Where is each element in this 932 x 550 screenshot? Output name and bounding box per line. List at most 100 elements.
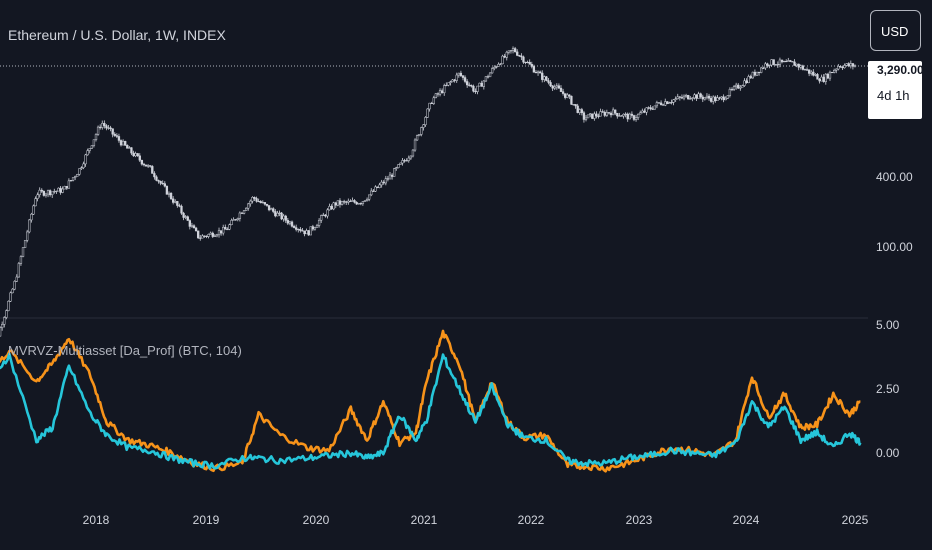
- candle-body: [86, 150, 89, 156]
- candle-body: [211, 232, 214, 237]
- candle-body: [228, 224, 231, 230]
- candle-body: [230, 220, 233, 226]
- candle-body: [363, 200, 367, 202]
- time-axis-tick: 2018: [82, 513, 110, 527]
- candle-body: [851, 63, 855, 67]
- candle-body: [816, 74, 819, 80]
- candle-body: [161, 182, 164, 185]
- candle-body: [636, 113, 640, 118]
- candle-body: [299, 228, 302, 231]
- candle-body: [67, 180, 71, 189]
- candle-body: [807, 69, 811, 74]
- candle-body: [3, 317, 6, 325]
- candle-body: [572, 104, 575, 106]
- candle-body: [336, 200, 340, 206]
- candle-body: [217, 230, 221, 236]
- candle-body: [482, 80, 485, 87]
- candle-body: [53, 191, 56, 193]
- candle-body: [682, 95, 686, 99]
- candle-body: [543, 76, 546, 80]
- candle-body: [28, 219, 31, 233]
- candle-body: [32, 205, 35, 215]
- candle-body: [286, 220, 289, 224]
- candle-body: [36, 194, 39, 199]
- candle-body: [605, 112, 609, 116]
- candle-body: [126, 145, 129, 149]
- candle-body: [105, 125, 108, 129]
- candle-body: [424, 117, 427, 126]
- candle-body: [353, 200, 356, 203]
- candle-body: [432, 97, 435, 104]
- candle-body: [330, 206, 333, 210]
- candle-body: [284, 215, 287, 221]
- candle-body: [15, 276, 18, 282]
- candle-body: [136, 153, 139, 157]
- candle-body: [247, 203, 250, 209]
- candle-body: [832, 70, 836, 73]
- candle-body: [791, 61, 794, 63]
- candle-body: [326, 209, 329, 217]
- candle-body: [169, 192, 173, 200]
- candle-body: [643, 110, 646, 113]
- candle-body: [134, 153, 137, 157]
- candle-body: [459, 72, 463, 76]
- candle-body: [655, 102, 659, 107]
- candle-body: [845, 63, 848, 66]
- candle-body: [799, 65, 802, 68]
- candle-body: [276, 212, 279, 217]
- candle-body: [124, 141, 127, 146]
- candle-body: [422, 124, 425, 128]
- candle-body: [440, 90, 444, 94]
- candle-body: [380, 181, 383, 186]
- candle-body: [449, 81, 452, 83]
- candle-body: [568, 94, 571, 97]
- candle-body: [839, 66, 842, 68]
- candle-body: [455, 74, 458, 81]
- candle-body: [810, 71, 813, 74]
- candle-body: [559, 87, 563, 92]
- candle-body: [812, 71, 815, 76]
- candle-body: [244, 207, 248, 211]
- candle-body: [580, 109, 583, 113]
- candle-body: [576, 105, 579, 113]
- candle-body: [780, 59, 784, 63]
- candle-body: [378, 184, 381, 188]
- candle-body: [7, 300, 10, 311]
- candle-body: [680, 97, 684, 99]
- current-price-tag: 3,290.00 4d 1h: [868, 61, 924, 119]
- candle-body: [538, 71, 542, 74]
- candle-body: [307, 230, 310, 236]
- candle-body: [426, 108, 429, 118]
- candle-body: [324, 214, 327, 217]
- candle-body: [564, 93, 567, 98]
- candle-body: [234, 219, 237, 221]
- candle-body: [495, 66, 498, 68]
- candle-body: [801, 65, 805, 70]
- candle-body: [849, 63, 852, 67]
- candle-body: [639, 112, 642, 115]
- time-axis-tick: 2024: [732, 513, 760, 527]
- candle-body: [826, 73, 830, 79]
- currency-button[interactable]: USD: [870, 10, 921, 51]
- candle-body: [513, 48, 517, 53]
- time-axis-tick: 2022: [517, 513, 545, 527]
- candle-body: [274, 211, 277, 217]
- candle-body: [71, 177, 75, 181]
- candle-body: [789, 60, 792, 62]
- candle-body: [724, 97, 727, 101]
- candle-body: [634, 117, 638, 120]
- candle-body: [365, 199, 369, 201]
- candle-body: [111, 128, 114, 135]
- candle-body: [192, 225, 196, 229]
- candle-body: [61, 188, 64, 193]
- candle-body: [549, 82, 552, 87]
- candle-body: [213, 235, 217, 237]
- candle-body: [313, 227, 317, 230]
- candle-body: [157, 180, 160, 182]
- candle-body: [194, 227, 198, 232]
- candle-body: [167, 192, 171, 195]
- candle-body: [545, 76, 548, 81]
- candle-body: [620, 115, 623, 117]
- candle-body: [820, 76, 823, 82]
